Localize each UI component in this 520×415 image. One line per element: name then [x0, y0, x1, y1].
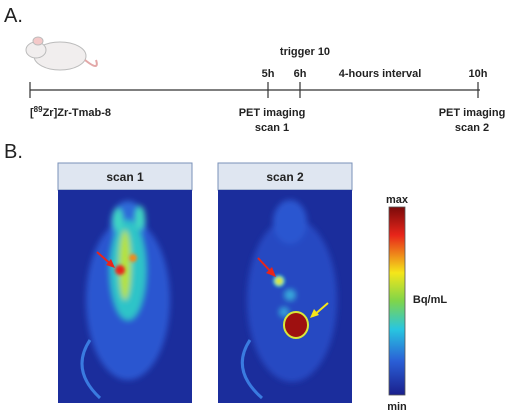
scan-image-2: scan 2 [217, 162, 353, 403]
compound-label: [89Zr]Zr-Tmab-8 [30, 105, 111, 119]
timeline [29, 82, 480, 98]
scan-label: PET imaging [439, 107, 506, 119]
time-label: 10h [469, 68, 488, 80]
time-label: 5h [262, 68, 275, 80]
scan-label: PET imaging [239, 107, 306, 119]
scan-label: scan 1 [255, 122, 289, 134]
colorbar [388, 206, 406, 396]
image-header [57, 162, 193, 191]
colorbar-min: min [387, 401, 407, 413]
image-header [217, 162, 353, 191]
scan-image-1: scan 1 [57, 162, 193, 403]
image-title: scan 1 [106, 170, 144, 184]
scan-label: scan 2 [455, 122, 489, 134]
colorbar-max: max [386, 194, 409, 206]
compound-sup: 89 [34, 105, 43, 114]
interval-label: 4-hours interval [339, 68, 422, 80]
panel-label: A. [4, 5, 23, 27]
compound-prefix: [ [30, 107, 34, 119]
trigger-label: trigger 10 [280, 46, 330, 58]
colorbar-unit: Bq/mL [413, 294, 448, 306]
panel-label: B. [4, 141, 23, 163]
time-label: 6h [294, 68, 307, 80]
mouse-icon [25, 36, 98, 71]
compound-rest: Zr]Zr-Tmab-8 [43, 107, 111, 119]
image-title: scan 2 [266, 170, 304, 184]
